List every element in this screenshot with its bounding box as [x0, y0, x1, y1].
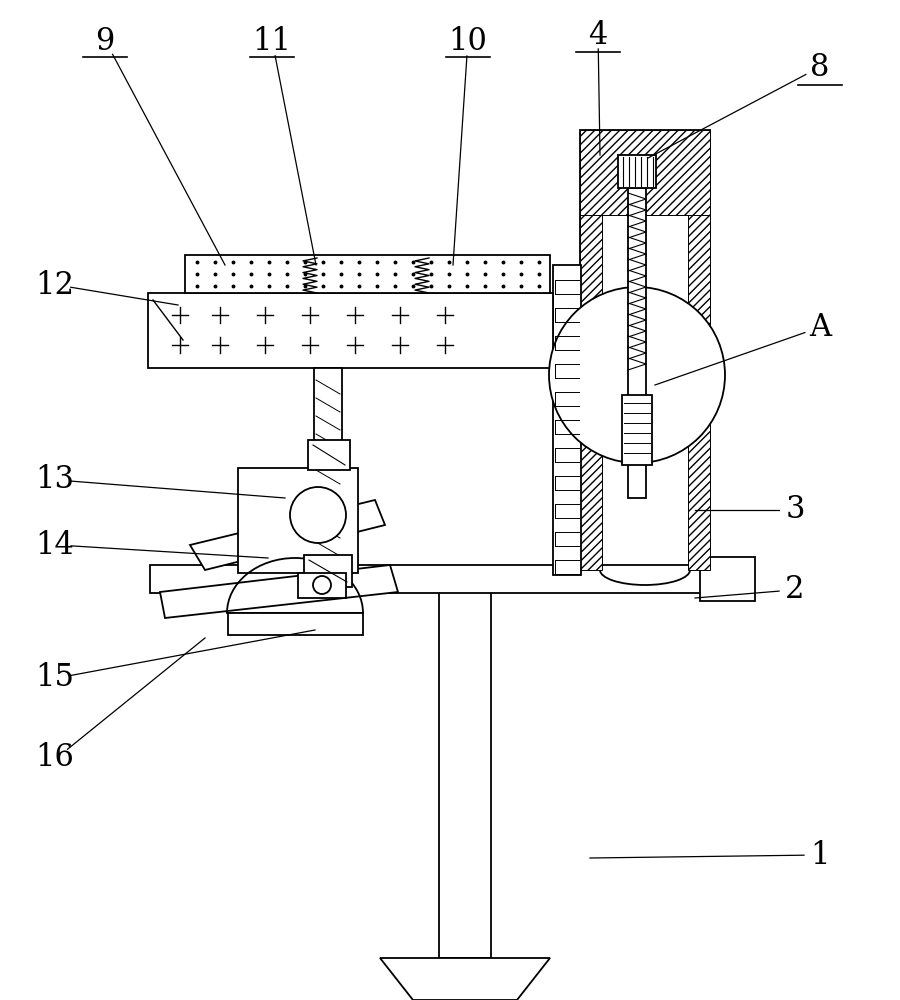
Bar	[298, 573, 346, 598]
Text: 4: 4	[589, 19, 608, 50]
Bar	[618, 155, 656, 188]
Text: 11: 11	[253, 26, 292, 57]
Text: 1: 1	[810, 840, 830, 870]
Bar	[238, 468, 358, 573]
Bar	[700, 557, 755, 601]
Bar	[228, 613, 363, 635]
Polygon shape	[160, 565, 398, 618]
Bar	[185, 255, 550, 293]
Bar	[148, 293, 553, 368]
Text: 16: 16	[36, 742, 75, 774]
Bar	[150, 565, 720, 593]
Bar	[580, 130, 602, 570]
Bar	[622, 395, 652, 465]
Polygon shape	[190, 500, 385, 570]
Bar	[580, 130, 710, 215]
Text: 15: 15	[35, 662, 75, 694]
Bar	[628, 188, 646, 498]
Bar	[553, 265, 581, 575]
Circle shape	[290, 487, 346, 543]
Text: 9: 9	[95, 26, 114, 57]
Text: 14: 14	[36, 530, 75, 560]
Text: 12: 12	[35, 269, 75, 300]
Bar	[688, 130, 710, 570]
Circle shape	[313, 576, 331, 594]
Text: 2: 2	[785, 574, 805, 605]
Bar	[304, 555, 352, 587]
Bar	[314, 368, 342, 565]
Text: 13: 13	[35, 464, 75, 495]
Text: 3: 3	[785, 494, 805, 526]
Text: 10: 10	[448, 26, 488, 57]
Bar	[439, 580, 491, 958]
Text: 8: 8	[810, 52, 830, 84]
Bar	[580, 130, 710, 570]
Bar	[308, 440, 350, 470]
Polygon shape	[380, 958, 550, 1000]
Text: A: A	[809, 312, 831, 344]
Circle shape	[549, 287, 725, 463]
